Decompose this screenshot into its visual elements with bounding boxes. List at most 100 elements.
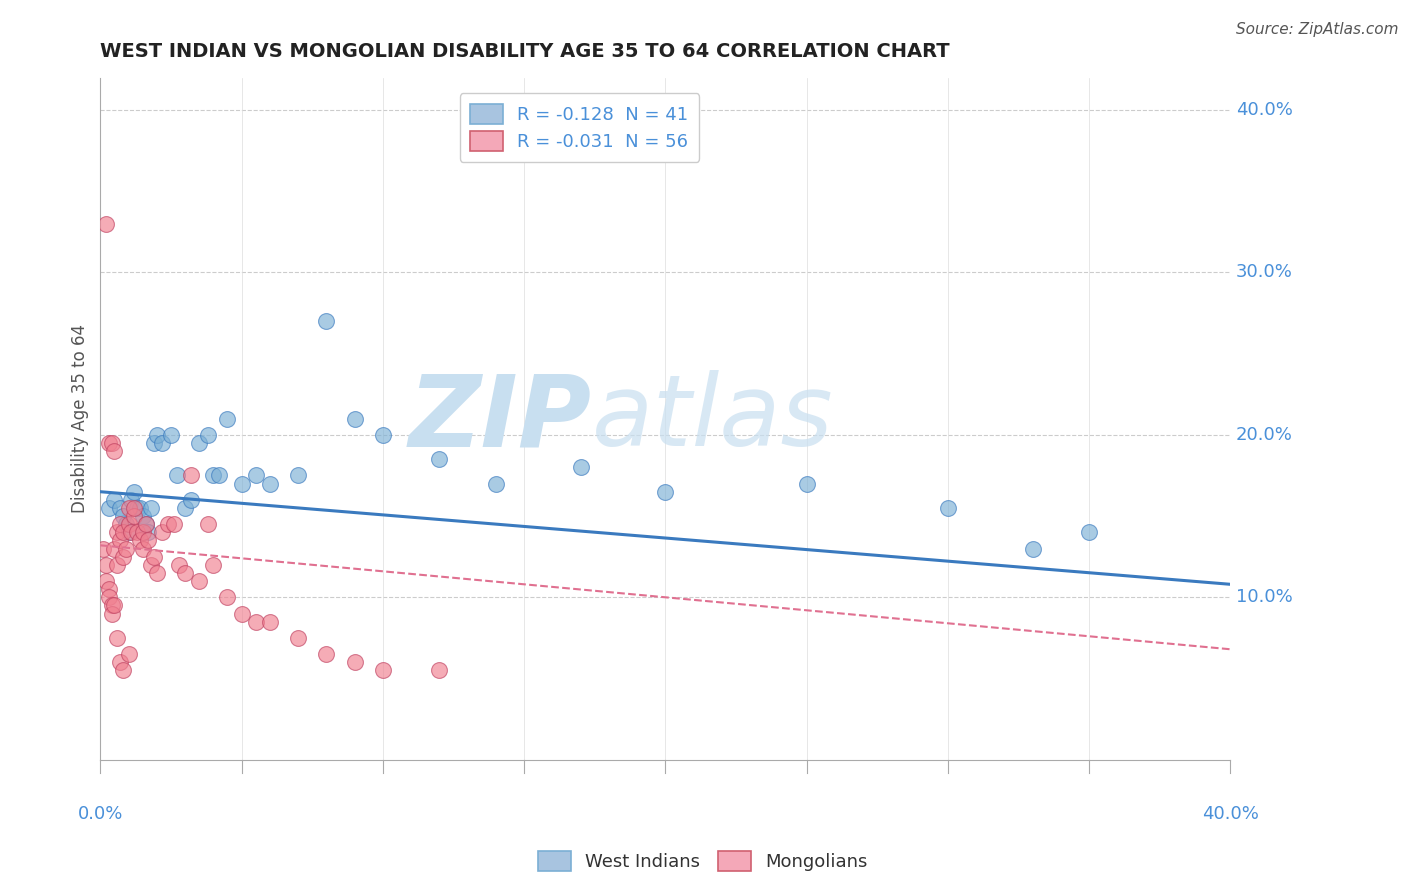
Point <box>188 436 211 450</box>
Point <box>108 655 131 669</box>
Point <box>125 500 148 515</box>
Text: 20.0%: 20.0% <box>1236 425 1292 444</box>
Point <box>174 500 197 515</box>
Point <box>231 476 253 491</box>
Point <box>174 566 197 580</box>
Point <box>427 452 450 467</box>
Point <box>152 525 174 540</box>
Point <box>180 492 202 507</box>
Point <box>138 525 160 540</box>
Point <box>120 525 142 540</box>
Point <box>103 541 125 556</box>
Point <box>108 533 131 548</box>
Point <box>97 591 120 605</box>
Point <box>122 484 145 499</box>
Point <box>141 500 163 515</box>
Point <box>146 428 169 442</box>
Point <box>287 468 309 483</box>
Point <box>1078 525 1101 540</box>
Legend: West Indians, Mongolians: West Indians, Mongolians <box>531 844 875 879</box>
Point <box>180 468 202 483</box>
Legend: R = -0.128  N = 41, R = -0.031  N = 56: R = -0.128 N = 41, R = -0.031 N = 56 <box>460 94 699 162</box>
Point <box>103 492 125 507</box>
Point <box>100 436 122 450</box>
Point <box>111 525 134 540</box>
Text: 30.0%: 30.0% <box>1236 263 1292 282</box>
Point <box>217 411 239 425</box>
Point <box>125 525 148 540</box>
Point <box>91 541 114 556</box>
Point <box>94 217 117 231</box>
Point <box>169 558 191 572</box>
Point <box>108 500 131 515</box>
Text: 10.0%: 10.0% <box>1236 589 1292 607</box>
Point <box>105 558 128 572</box>
Text: WEST INDIAN VS MONGOLIAN DISABILITY AGE 35 TO 64 CORRELATION CHART: WEST INDIAN VS MONGOLIAN DISABILITY AGE … <box>100 42 950 61</box>
Point <box>152 436 174 450</box>
Text: 40.0%: 40.0% <box>1236 101 1292 119</box>
Point <box>485 476 508 491</box>
Point <box>188 574 211 588</box>
Point <box>202 558 225 572</box>
Point <box>343 411 366 425</box>
Point <box>245 468 267 483</box>
Point <box>132 509 155 524</box>
Point <box>111 549 134 564</box>
Point <box>117 647 139 661</box>
Point <box>231 607 253 621</box>
Point <box>796 476 818 491</box>
Text: ZIP: ZIP <box>409 370 592 467</box>
Point <box>103 444 125 458</box>
Point <box>141 558 163 572</box>
Point <box>117 500 139 515</box>
Point <box>259 476 281 491</box>
Point <box>427 664 450 678</box>
Point <box>166 468 188 483</box>
Point <box>936 500 959 515</box>
Point <box>157 517 180 532</box>
Point <box>343 655 366 669</box>
Point <box>117 525 139 540</box>
Point <box>197 517 219 532</box>
Point <box>202 468 225 483</box>
Point <box>217 591 239 605</box>
Point <box>111 509 134 524</box>
Point <box>114 517 136 532</box>
Point <box>654 484 676 499</box>
Point <box>197 428 219 442</box>
Point <box>208 468 231 483</box>
Point <box>132 525 155 540</box>
Point <box>138 533 160 548</box>
Point <box>122 500 145 515</box>
Point <box>122 509 145 524</box>
Point <box>100 607 122 621</box>
Point <box>97 582 120 597</box>
Point <box>94 574 117 588</box>
Point <box>117 517 139 532</box>
Point <box>1021 541 1043 556</box>
Point <box>259 615 281 629</box>
Point <box>245 615 267 629</box>
Text: Source: ZipAtlas.com: Source: ZipAtlas.com <box>1236 22 1399 37</box>
Point <box>371 664 394 678</box>
Point <box>105 525 128 540</box>
Point <box>143 549 166 564</box>
Point <box>135 517 157 532</box>
Point <box>287 631 309 645</box>
Point <box>315 647 337 661</box>
Point <box>132 541 155 556</box>
Point <box>129 533 152 548</box>
Point <box>163 517 186 532</box>
Y-axis label: Disability Age 35 to 64: Disability Age 35 to 64 <box>72 324 89 513</box>
Point <box>120 492 142 507</box>
Point <box>129 500 152 515</box>
Point <box>97 436 120 450</box>
Text: 0.0%: 0.0% <box>77 805 124 823</box>
Point <box>111 664 134 678</box>
Point <box>114 541 136 556</box>
Point <box>569 460 592 475</box>
Point <box>143 436 166 450</box>
Text: atlas: atlas <box>592 370 834 467</box>
Text: 40.0%: 40.0% <box>1202 805 1258 823</box>
Point <box>135 517 157 532</box>
